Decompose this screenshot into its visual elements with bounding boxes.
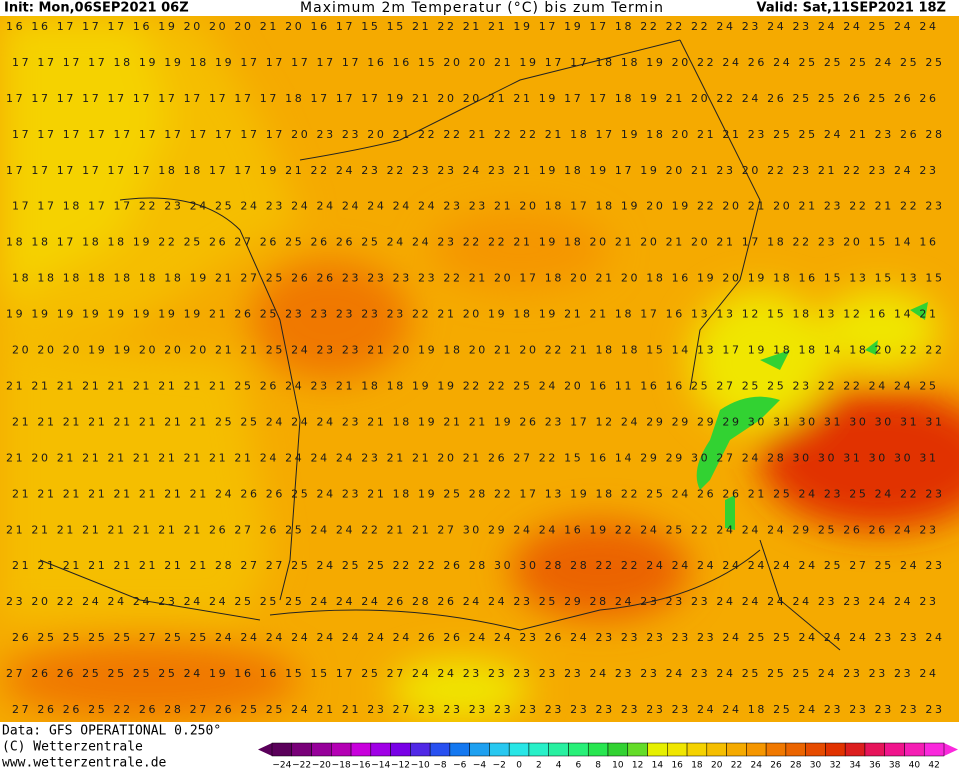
colorbar-swatch — [449, 742, 470, 757]
colorbar-label: 32 — [830, 761, 841, 771]
colorbar-label: −20 — [312, 761, 331, 771]
colorbar-label: −6 — [453, 761, 467, 771]
colorbar-label: 24 — [751, 761, 763, 771]
colorbar-swatch — [311, 742, 332, 757]
colorbar-label: 14 — [652, 761, 664, 771]
colorbar-swatch — [765, 742, 787, 757]
colorbar-label: −2 — [493, 761, 506, 771]
colorbar-swatch — [271, 742, 293, 757]
colorbar-arrow-right — [944, 743, 958, 756]
colorbar-swatch — [706, 742, 727, 757]
colorbar-label: 30 — [810, 761, 822, 771]
colorbar-label: −14 — [371, 761, 390, 771]
colorbar-label: 12 — [632, 761, 643, 771]
colorbar-swatch — [825, 742, 846, 757]
colorbar-label: −18 — [332, 761, 351, 771]
colorbar-swatch — [805, 742, 826, 757]
copyright: (C) Wetterzentrale — [2, 740, 143, 755]
map-title: Maximum 2m Temperatur (°C) bis zum Termi… — [300, 0, 664, 16]
colorbar-swatch — [844, 742, 866, 757]
colorbar-label: 26 — [770, 761, 782, 771]
colorbar-label: 36 — [869, 761, 881, 771]
colorbar-label: 34 — [849, 761, 861, 771]
colorbar-swatch — [469, 742, 490, 757]
colorbar-label: 38 — [889, 761, 901, 771]
colorbar-swatch — [607, 742, 629, 757]
header-bar — [0, 0, 959, 16]
colorbar-label: −24 — [272, 761, 291, 771]
colorbar-arrow-left — [258, 743, 272, 756]
map-background — [0, 16, 959, 722]
colorbar-swatch — [923, 742, 945, 757]
colorbar-label: −22 — [292, 761, 311, 771]
colorbar-swatch — [548, 742, 569, 757]
colorbar: −24 −22 −20 −18 −16 −14 −12 −10 −8 −6 −4 −2 0 2 4 6 8 10 1… — [258, 742, 958, 771]
colorbar-label: −4 — [473, 761, 487, 771]
colorbar-swatch — [508, 742, 530, 757]
colorbar-label: −16 — [351, 761, 370, 771]
colorbar-label: 20 — [711, 761, 723, 771]
colorbar-label: 2 — [536, 761, 542, 771]
colorbar-swatch — [884, 742, 905, 757]
colorbar-label: 42 — [928, 761, 939, 771]
colorbar-swatch — [627, 742, 648, 757]
colorbar-swatch — [785, 742, 806, 757]
valid-time: Valid: Sat,11SEP2021 18Z — [757, 1, 946, 16]
colorbar-swatch — [370, 742, 391, 757]
colorbar-swatch — [568, 742, 589, 757]
colorbar-label: −12 — [391, 761, 410, 771]
init-time: Init: Mon,06SEP2021 06Z — [4, 1, 189, 16]
colorbar-label: 10 — [612, 761, 624, 771]
colorbar-label: 40 — [909, 761, 921, 771]
colorbar-swatch — [686, 742, 708, 757]
colorbar-swatch — [864, 742, 885, 757]
colorbar-label: 4 — [556, 761, 562, 771]
colorbar-swatch — [726, 742, 747, 757]
colorbar-swatch — [528, 742, 549, 757]
colorbar-swatch — [410, 742, 431, 757]
colorbar-swatch — [429, 742, 451, 757]
data-source: Data: GFS OPERATIONAL 0.250° — [2, 724, 221, 739]
colorbar-swatch — [350, 742, 372, 757]
colorbar-swatch — [904, 742, 925, 757]
colorbar-swatch — [390, 742, 411, 757]
colorbar-swatch — [331, 742, 352, 757]
colorbar-swatch — [489, 742, 510, 757]
url: www.wetterzentrale.de — [2, 756, 167, 771]
colorbar-label: −10 — [411, 761, 430, 771]
colorbar-swatch — [291, 742, 312, 757]
colorbar-swatch — [746, 742, 767, 757]
colorbar-label: 6 — [575, 761, 581, 771]
colorbar-label: 18 — [691, 761, 703, 771]
colorbar-label: 16 — [671, 761, 683, 771]
colorbar-label: 0 — [516, 761, 522, 771]
colorbar-label: 22 — [731, 761, 742, 771]
colorbar-swatch — [587, 742, 609, 757]
colorbar-swatch — [647, 742, 668, 757]
colorbar-label: −8 — [433, 761, 447, 771]
colorbar-label: 28 — [790, 761, 802, 771]
colorbar-swatch — [667, 742, 688, 757]
colorbar-label: 8 — [595, 761, 601, 771]
